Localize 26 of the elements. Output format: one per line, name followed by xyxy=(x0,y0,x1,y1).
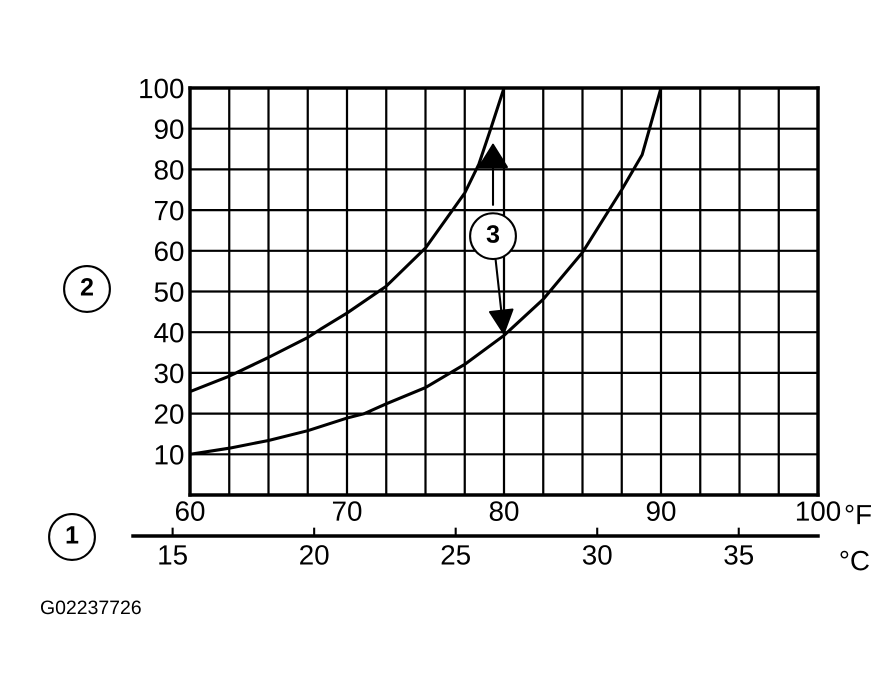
x2-tick-label: 20 xyxy=(300,545,329,565)
y-tick-label: 100 xyxy=(140,78,184,98)
x2-tick-label: 35 xyxy=(724,545,754,565)
y-tick-label: 20 xyxy=(154,404,184,424)
y-tick-label: 60 xyxy=(154,241,184,262)
y-tick-label: 50 xyxy=(154,282,184,302)
text: 1 xyxy=(66,526,78,544)
x2-tick-label: 15 xyxy=(159,545,187,565)
x-axis-title: °F xyxy=(846,504,871,524)
y-tick-label: 80 xyxy=(154,160,184,180)
x-tick-label: 90 xyxy=(646,501,676,521)
x-tick-label: 80 xyxy=(490,501,518,521)
y-tick-label: 10 xyxy=(156,444,184,465)
y-tick-label: 70 xyxy=(154,200,184,220)
text: G02237726 xyxy=(40,600,141,614)
x2-tick-label: 25 xyxy=(442,545,470,565)
x-tick-label: 70 xyxy=(332,501,362,521)
y-tick-label: 30 xyxy=(154,364,184,384)
y-tick-label: 90 xyxy=(154,119,184,140)
annotation: 3 xyxy=(486,225,500,243)
x2-tick-label: 30 xyxy=(582,545,612,565)
y-tick-label: 40 xyxy=(154,322,184,343)
x-tick-label: 100 xyxy=(796,501,840,521)
x2-axis-title: °C xyxy=(840,550,869,570)
x-tick-label: 60 xyxy=(176,501,204,521)
text: 2 xyxy=(80,278,93,296)
